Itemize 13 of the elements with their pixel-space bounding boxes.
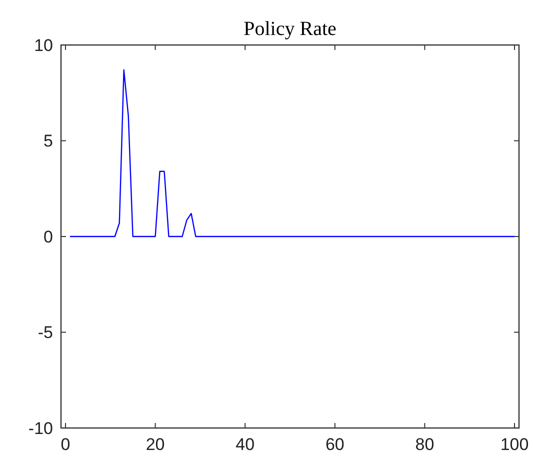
y-tick-label: -10 <box>28 418 53 438</box>
x-tick-label: 80 <box>415 435 434 454</box>
x-tick-label: 100 <box>500 435 529 454</box>
x-tick-label: 40 <box>236 435 255 454</box>
line-series <box>69 69 516 238</box>
y-tick-label: -5 <box>38 323 53 342</box>
chart-title: Policy Rate <box>244 18 337 40</box>
x-tick-label: 60 <box>325 435 344 454</box>
y-tick-label: 0 <box>44 227 53 246</box>
y-tick-label: 10 <box>34 36 53 55</box>
x-tick-label: 20 <box>146 435 165 454</box>
y-tick-label: 5 <box>44 132 53 151</box>
x-tick-label: 0 <box>60 435 70 454</box>
